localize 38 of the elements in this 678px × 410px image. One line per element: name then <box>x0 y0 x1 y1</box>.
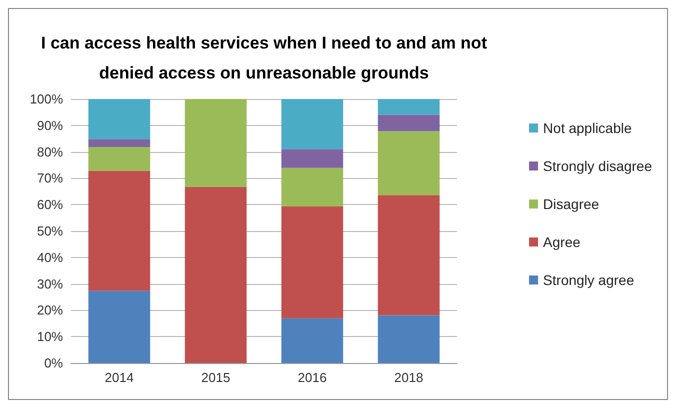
bar <box>378 315 440 363</box>
y-tick-label: 30% <box>36 276 64 292</box>
legend-label: Not applicable <box>543 120 632 136</box>
y-tick-label: 50% <box>36 224 64 238</box>
y-tick-label: 100% <box>30 92 64 106</box>
y-tick-label: 20% <box>36 302 64 318</box>
bar <box>281 318 344 363</box>
y-tick-label: 40% <box>36 250 64 265</box>
x-tick-label: 2018 <box>394 370 424 385</box>
y-tick-label: 10% <box>36 329 64 344</box>
y-tick-label: 80% <box>36 144 64 160</box>
bar <box>88 139 150 148</box>
bar <box>184 99 247 187</box>
legend-label: Strongly disagree <box>543 158 652 174</box>
bar <box>378 131 440 196</box>
bar <box>378 99 440 115</box>
bar <box>88 170 150 291</box>
bar <box>378 195 440 316</box>
legend-label: Strongly agree <box>543 272 634 288</box>
bar <box>378 114 440 132</box>
bar <box>281 149 344 168</box>
x-tick-label: 2015 <box>201 370 230 385</box>
legend-label: Agree <box>543 234 581 250</box>
bar <box>281 206 344 318</box>
legend-label: Disagree <box>543 196 600 212</box>
y-tick-label: 70% <box>36 170 64 186</box>
bar <box>281 99 344 150</box>
chart-title: I can access health services when I need to and am not denied access on unreasonable grounds <box>41 34 488 82</box>
y-tick-label: 60% <box>36 197 64 212</box>
bar <box>88 147 150 171</box>
bar <box>184 186 247 363</box>
x-tick-label: 2014 <box>104 370 134 385</box>
bar <box>281 168 344 206</box>
y-tick-label: 0% <box>44 356 64 370</box>
x-tick-label: 2016 <box>298 370 327 385</box>
y-tick-label: 90% <box>36 118 64 133</box>
bar <box>88 99 150 140</box>
bar <box>88 290 150 363</box>
